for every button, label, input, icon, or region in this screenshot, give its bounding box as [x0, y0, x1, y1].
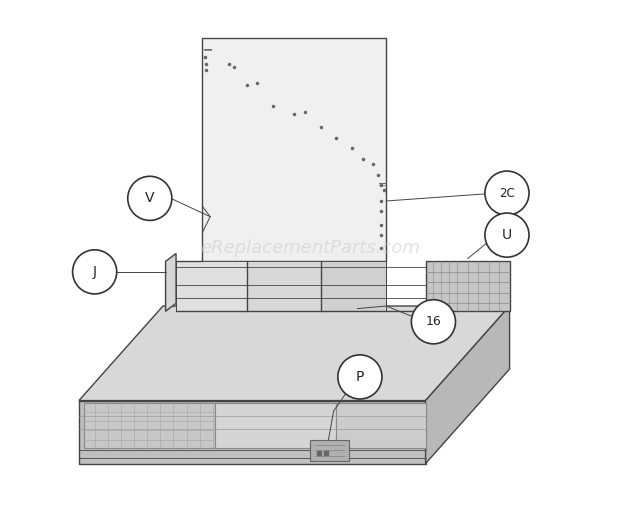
Polygon shape: [79, 306, 510, 401]
Polygon shape: [425, 306, 510, 464]
Text: eReplacementParts.com: eReplacementParts.com: [200, 239, 420, 257]
Circle shape: [338, 355, 382, 399]
Text: 16: 16: [425, 315, 441, 328]
Text: V: V: [145, 191, 154, 205]
Polygon shape: [425, 261, 510, 312]
Circle shape: [128, 176, 172, 220]
Text: P: P: [356, 370, 364, 384]
Polygon shape: [202, 38, 386, 261]
Circle shape: [411, 300, 456, 344]
Circle shape: [485, 171, 529, 215]
Polygon shape: [216, 403, 336, 448]
Polygon shape: [166, 253, 176, 312]
Circle shape: [485, 213, 529, 257]
Text: U: U: [502, 228, 512, 242]
Polygon shape: [84, 403, 216, 448]
Polygon shape: [321, 261, 386, 312]
Polygon shape: [310, 440, 350, 461]
Text: 2C: 2C: [499, 186, 515, 200]
Polygon shape: [336, 403, 425, 448]
Text: J: J: [92, 265, 97, 279]
Circle shape: [73, 250, 117, 294]
Polygon shape: [247, 261, 321, 312]
Polygon shape: [176, 261, 247, 312]
Polygon shape: [79, 401, 425, 464]
